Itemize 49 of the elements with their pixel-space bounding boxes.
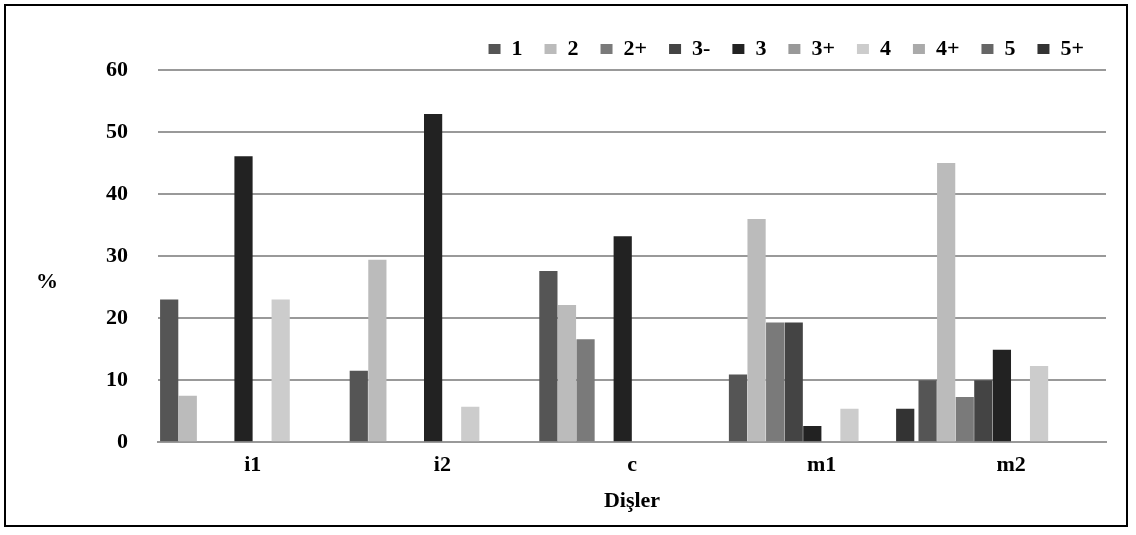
y-axis-title: %: [36, 268, 58, 294]
x-tick-label: i2: [433, 451, 451, 477]
legend-label: 4: [879, 34, 891, 60]
x-tick-label: m1: [806, 451, 837, 477]
x-tick-label: i1: [244, 451, 262, 477]
bar: [955, 396, 974, 442]
bar: [992, 349, 1012, 442]
y-tick-label: 0: [117, 427, 128, 453]
y-tick-label: 10: [106, 365, 128, 391]
bar: [613, 236, 632, 442]
y-tick-label: 30: [106, 241, 128, 267]
y-tick-label: 20: [106, 303, 128, 329]
legend-label: 2: [567, 34, 579, 60]
bar: [974, 380, 993, 442]
bar: [918, 380, 937, 442]
bar: [784, 322, 803, 442]
bar: [896, 408, 915, 442]
bar: [557, 305, 577, 442]
bar: [424, 114, 443, 442]
bar: [160, 299, 179, 442]
y-tick-label: 50: [106, 117, 128, 143]
bar: [1029, 365, 1049, 442]
bar: [747, 218, 766, 442]
bar: [803, 426, 822, 442]
bar: [539, 270, 558, 442]
bar: [271, 299, 290, 442]
bar: [766, 322, 785, 442]
x-axis-title: Dişler: [603, 487, 661, 513]
bar: [234, 156, 253, 442]
legend-label: 1: [511, 34, 523, 60]
y-tick-label: 40: [106, 179, 128, 205]
bar: [178, 395, 197, 442]
bar: [576, 339, 595, 442]
bar: [728, 374, 748, 442]
legend-label: 4+: [935, 34, 960, 60]
bar: [840, 408, 859, 442]
x-tick-label: c: [627, 451, 638, 477]
x-tick-label: m2: [996, 451, 1026, 477]
bar: [461, 406, 480, 442]
legend-label: 3+: [811, 34, 835, 60]
legend-label: 5+: [1060, 34, 1085, 60]
legend-label: 3: [755, 34, 767, 60]
bar: [349, 370, 368, 442]
y-tick-label: 60: [106, 55, 128, 81]
legend-label: 3-: [692, 34, 711, 60]
legend-label: 5: [1004, 34, 1016, 60]
legend-label: 2+: [623, 34, 648, 60]
bar: [937, 163, 956, 442]
bar: [368, 259, 387, 442]
